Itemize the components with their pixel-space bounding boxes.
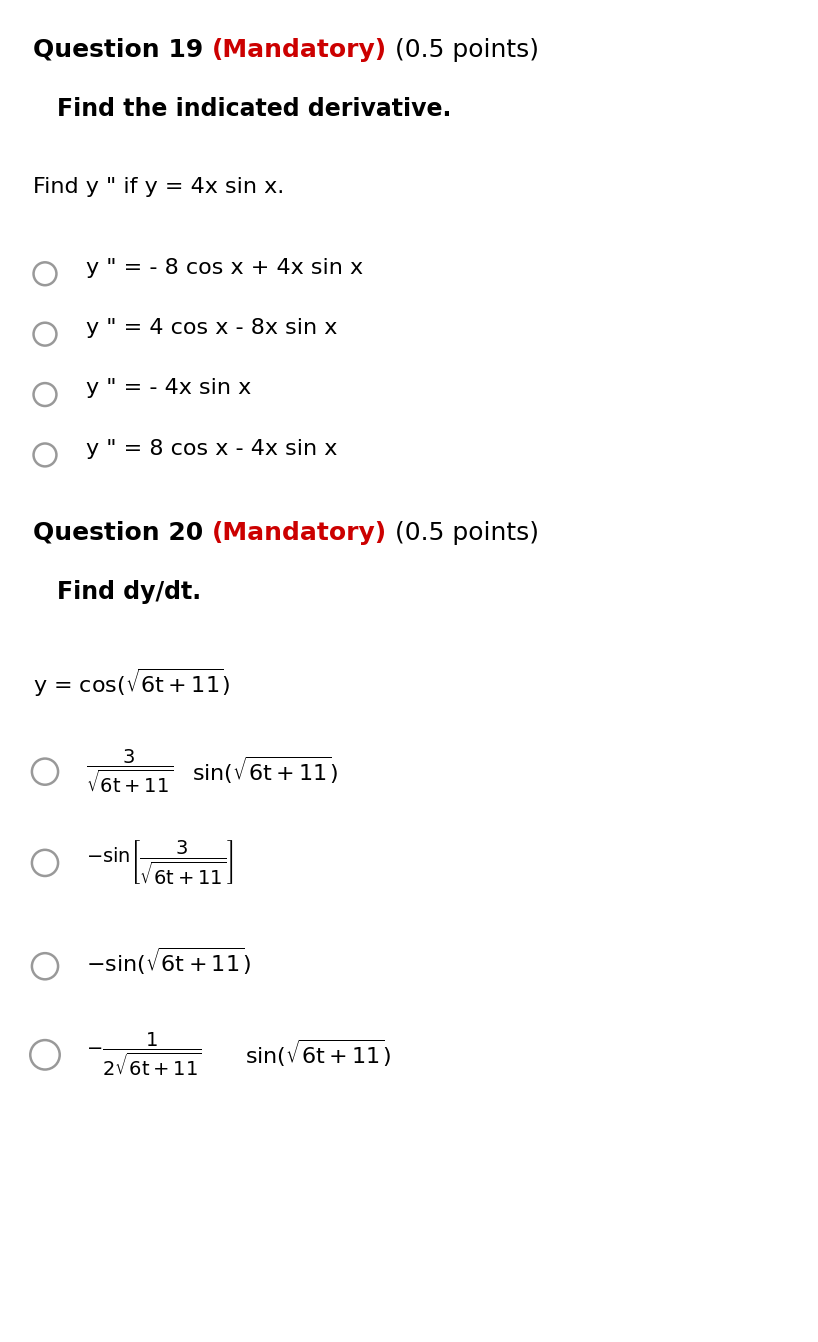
Text: y = cos($\mathregular{\sqrt{6t+11}}$): y = cos($\mathregular{\sqrt{6t+11}}$)	[33, 667, 231, 699]
Text: (0.5 points): (0.5 points)	[387, 521, 539, 545]
Text: y " = 4 cos x - 8x sin x: y " = 4 cos x - 8x sin x	[86, 318, 337, 338]
Text: Find y " if y = 4x sin x.: Find y " if y = 4x sin x.	[33, 177, 284, 197]
Text: Find dy/dt.: Find dy/dt.	[57, 580, 201, 604]
Text: $\mathregular{-}$sin$\mathregular{\left[\dfrac{3}{\sqrt{6t+11}}\right]}$: $\mathregular{-}$sin$\mathregular{\left[…	[86, 839, 234, 887]
Text: Question 19: Question 19	[33, 38, 212, 62]
Text: Find the indicated derivative.: Find the indicated derivative.	[57, 97, 452, 121]
Text: sin($\mathregular{\sqrt{6t+11}}$): sin($\mathregular{\sqrt{6t+11}}$)	[192, 754, 339, 785]
Text: y " = 8 cos x - 4x sin x: y " = 8 cos x - 4x sin x	[86, 439, 337, 459]
Text: (Mandatory): (Mandatory)	[212, 521, 387, 545]
Text: $\mathregular{-\dfrac{1}{2\sqrt{6t+11}}}$: $\mathregular{-\dfrac{1}{2\sqrt{6t+11}}}…	[86, 1031, 202, 1078]
Text: y " = - 4x sin x: y " = - 4x sin x	[86, 378, 251, 399]
Text: y " = - 8 cos x + 4x sin x: y " = - 8 cos x + 4x sin x	[86, 258, 363, 278]
Text: $\mathregular{\dfrac{3}{\sqrt{6t+11}}}$: $\mathregular{\dfrac{3}{\sqrt{6t+11}}}$	[86, 747, 173, 794]
Text: (0.5 points): (0.5 points)	[387, 38, 539, 62]
Text: (Mandatory): (Mandatory)	[212, 38, 387, 62]
Text: Question 20: Question 20	[33, 521, 212, 545]
Text: $\mathregular{-}$sin($\mathregular{\sqrt{6t+11}}$): $\mathregular{-}$sin($\mathregular{\sqrt…	[86, 946, 250, 977]
Text: sin($\mathregular{\sqrt{6t+11}}$): sin($\mathregular{\sqrt{6t+11}}$)	[245, 1037, 392, 1068]
